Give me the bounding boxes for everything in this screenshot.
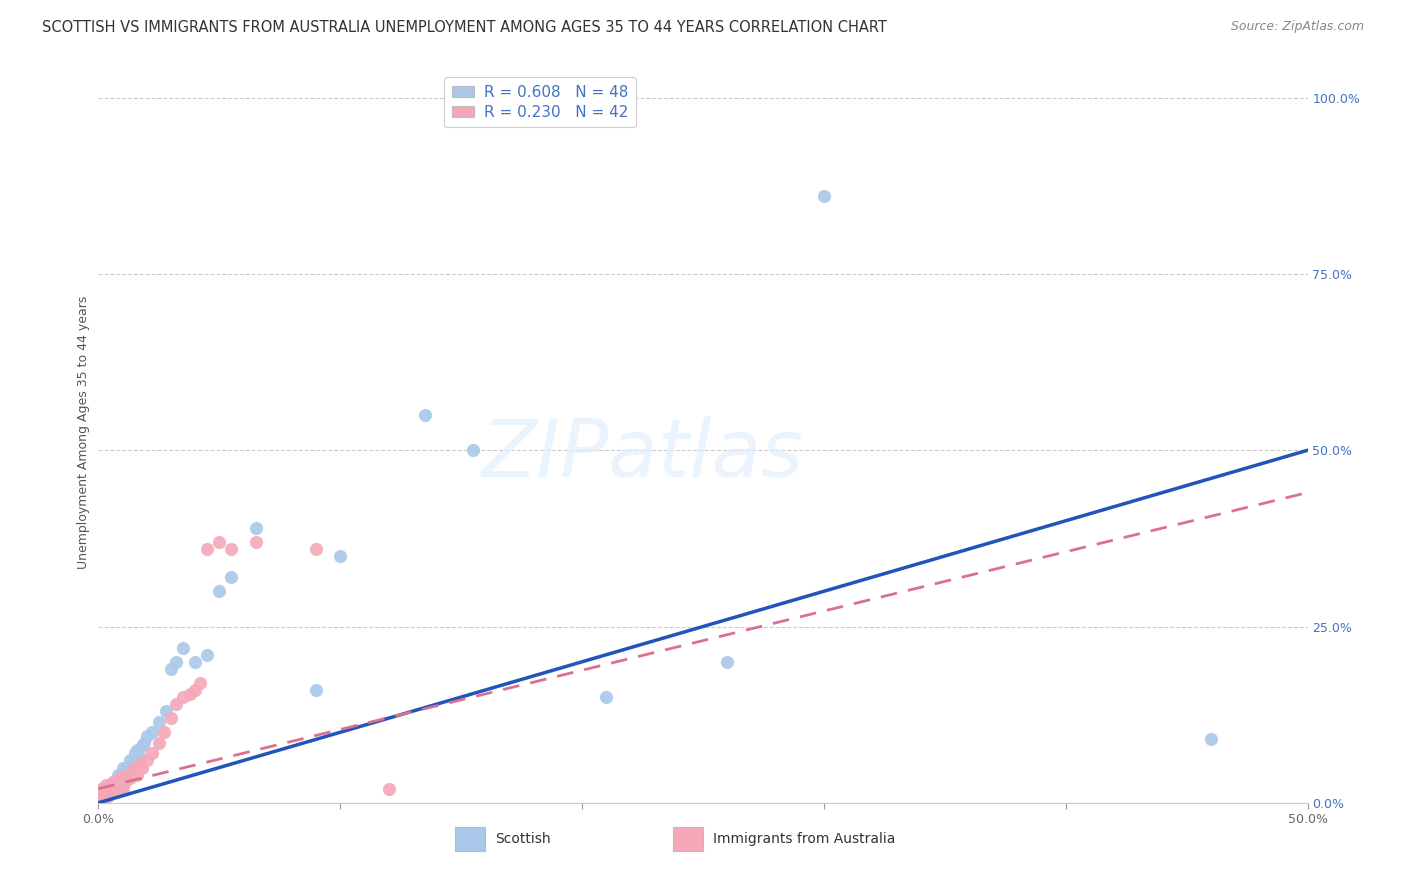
- Point: [463, 443, 485, 458]
- Point: [97, 789, 120, 803]
- Point: [108, 781, 131, 796]
- Point: [104, 785, 127, 799]
- Point: [195, 541, 218, 556]
- Text: ZIPatlas: ZIPatlas: [481, 416, 804, 494]
- Point: [94, 789, 117, 803]
- Point: [148, 736, 170, 750]
- Point: [179, 686, 201, 700]
- Point: [111, 774, 134, 789]
- Point: [100, 778, 122, 792]
- Point: [716, 655, 738, 669]
- Point: [305, 683, 328, 698]
- Point: [128, 757, 150, 772]
- Point: [195, 648, 218, 662]
- Point: [104, 774, 127, 789]
- Point: [134, 736, 156, 750]
- Point: [114, 774, 136, 789]
- Text: Immigrants from Australia: Immigrants from Australia: [713, 832, 896, 847]
- Point: [101, 781, 124, 796]
- Point: [329, 549, 352, 563]
- Point: [148, 714, 170, 729]
- Text: SCOTTISH VS IMMIGRANTS FROM AUSTRALIA UNEMPLOYMENT AMONG AGES 35 TO 44 YEARS COR: SCOTTISH VS IMMIGRANTS FROM AUSTRALIA UN…: [42, 20, 887, 35]
- Point: [90, 789, 112, 803]
- Point: [97, 781, 120, 796]
- Point: [124, 760, 146, 774]
- Point: [245, 535, 267, 549]
- Point: [117, 767, 139, 781]
- Point: [305, 541, 328, 556]
- Point: [172, 690, 194, 704]
- Point: [101, 781, 124, 796]
- Point: [221, 541, 243, 556]
- Point: [108, 771, 131, 785]
- Point: [117, 760, 139, 774]
- Point: [131, 739, 153, 754]
- Point: [118, 754, 141, 768]
- Point: [208, 535, 231, 549]
- Point: [595, 690, 617, 704]
- Point: [91, 785, 114, 799]
- FancyBboxPatch shape: [456, 827, 485, 851]
- Point: [377, 781, 399, 796]
- Point: [111, 760, 134, 774]
- Point: [413, 408, 436, 422]
- Y-axis label: Unemployment Among Ages 35 to 44 years: Unemployment Among Ages 35 to 44 years: [77, 296, 90, 569]
- Point: [94, 785, 117, 799]
- Point: [94, 781, 117, 796]
- Point: [141, 725, 163, 739]
- Point: [160, 711, 183, 725]
- Point: [91, 789, 114, 803]
- Point: [104, 774, 127, 789]
- Point: [160, 662, 183, 676]
- Point: [165, 697, 187, 711]
- Legend: R = 0.608   N = 48, R = 0.230   N = 42: R = 0.608 N = 48, R = 0.230 N = 42: [444, 78, 636, 128]
- Point: [100, 778, 122, 792]
- Text: Scottish: Scottish: [495, 832, 551, 847]
- Point: [90, 789, 112, 803]
- Point: [91, 781, 114, 796]
- Point: [188, 676, 211, 690]
- Point: [245, 521, 267, 535]
- Point: [124, 747, 146, 761]
- Point: [127, 767, 149, 781]
- Point: [128, 750, 150, 764]
- Point: [90, 781, 112, 796]
- Point: [152, 725, 174, 739]
- Point: [100, 785, 122, 799]
- Point: [94, 778, 117, 792]
- FancyBboxPatch shape: [672, 827, 703, 851]
- Point: [1199, 732, 1222, 747]
- Point: [101, 774, 124, 789]
- Point: [813, 189, 835, 203]
- Point: [104, 785, 127, 799]
- Point: [114, 767, 136, 781]
- Point: [107, 767, 129, 781]
- Point: [141, 747, 163, 761]
- Point: [127, 743, 149, 757]
- Point: [135, 754, 157, 768]
- Point: [172, 640, 194, 655]
- Point: [135, 729, 157, 743]
- Point: [121, 764, 143, 778]
- Point: [165, 655, 187, 669]
- Point: [107, 778, 129, 792]
- Point: [184, 683, 207, 698]
- Point: [131, 760, 153, 774]
- Text: Source: ZipAtlas.com: Source: ZipAtlas.com: [1230, 20, 1364, 33]
- Point: [107, 778, 129, 792]
- Point: [111, 781, 134, 796]
- Point: [184, 655, 207, 669]
- Point: [221, 570, 243, 584]
- Point: [91, 792, 114, 806]
- Point: [155, 704, 177, 718]
- Point: [97, 789, 120, 803]
- Point: [94, 789, 117, 803]
- Point: [208, 584, 231, 599]
- Point: [121, 757, 143, 772]
- Point: [101, 774, 124, 789]
- Point: [108, 771, 131, 785]
- Point: [100, 785, 122, 799]
- Point: [97, 781, 120, 796]
- Point: [118, 771, 141, 785]
